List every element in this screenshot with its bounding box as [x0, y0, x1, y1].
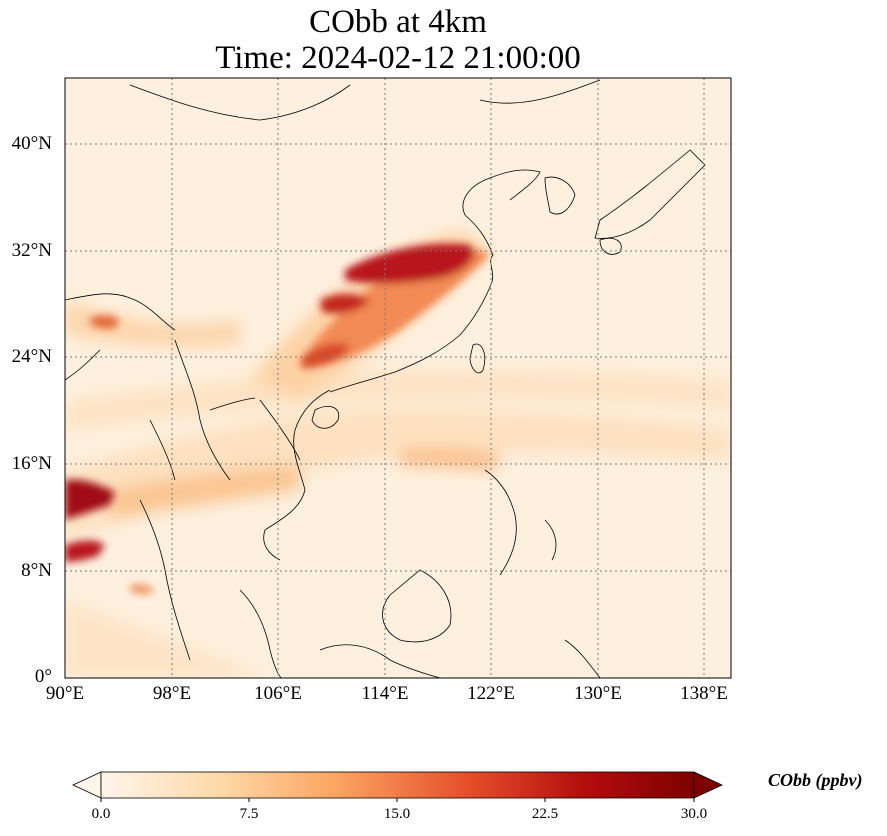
coastlines: [65, 79, 706, 678]
lat-label-32n: 32°N: [11, 240, 52, 261]
colorbar-tick-15: 15.0: [383, 806, 411, 822]
map-title: CObb at 4km: [309, 4, 487, 40]
lon-label-130e: 130°E: [574, 683, 622, 704]
gridlines: [65, 78, 731, 678]
lon-label-90e: 90°E: [45, 683, 85, 704]
lat-label-40n: 40°N: [11, 133, 52, 154]
lat-label-0: 0°: [34, 666, 52, 687]
lon-label-138e: 138°E: [680, 683, 728, 704]
colorbar-tick-22-5: 22.5: [531, 806, 559, 822]
colorbar-tick-7-5: 7.5: [239, 806, 259, 822]
lat-label-8n: 8°N: [21, 560, 52, 581]
colorbar-label: CObb (ppbv): [768, 770, 863, 790]
colorbar: [72, 771, 723, 802]
map-frame: [64, 77, 732, 679]
colorbar-extend-min: [72, 771, 102, 799]
lon-label-122e: 122°E: [467, 683, 515, 704]
lon-label-106e: 106°E: [254, 683, 302, 704]
colorbar-extend-max: [693, 771, 723, 799]
colorbar-tick-0: 0.0: [91, 806, 111, 822]
colorbar-ramp: [100, 771, 695, 799]
lon-label-98e: 98°E: [152, 683, 192, 704]
lon-label-114e: 114°E: [361, 683, 409, 704]
map-subtitle-time: Time: 2024-02-12 21:00:00: [215, 40, 581, 76]
colorbar-tick-30: 30.0: [680, 806, 708, 822]
lat-label-16n: 16°N: [11, 453, 52, 474]
lat-label-24n: 24°N: [11, 346, 52, 367]
